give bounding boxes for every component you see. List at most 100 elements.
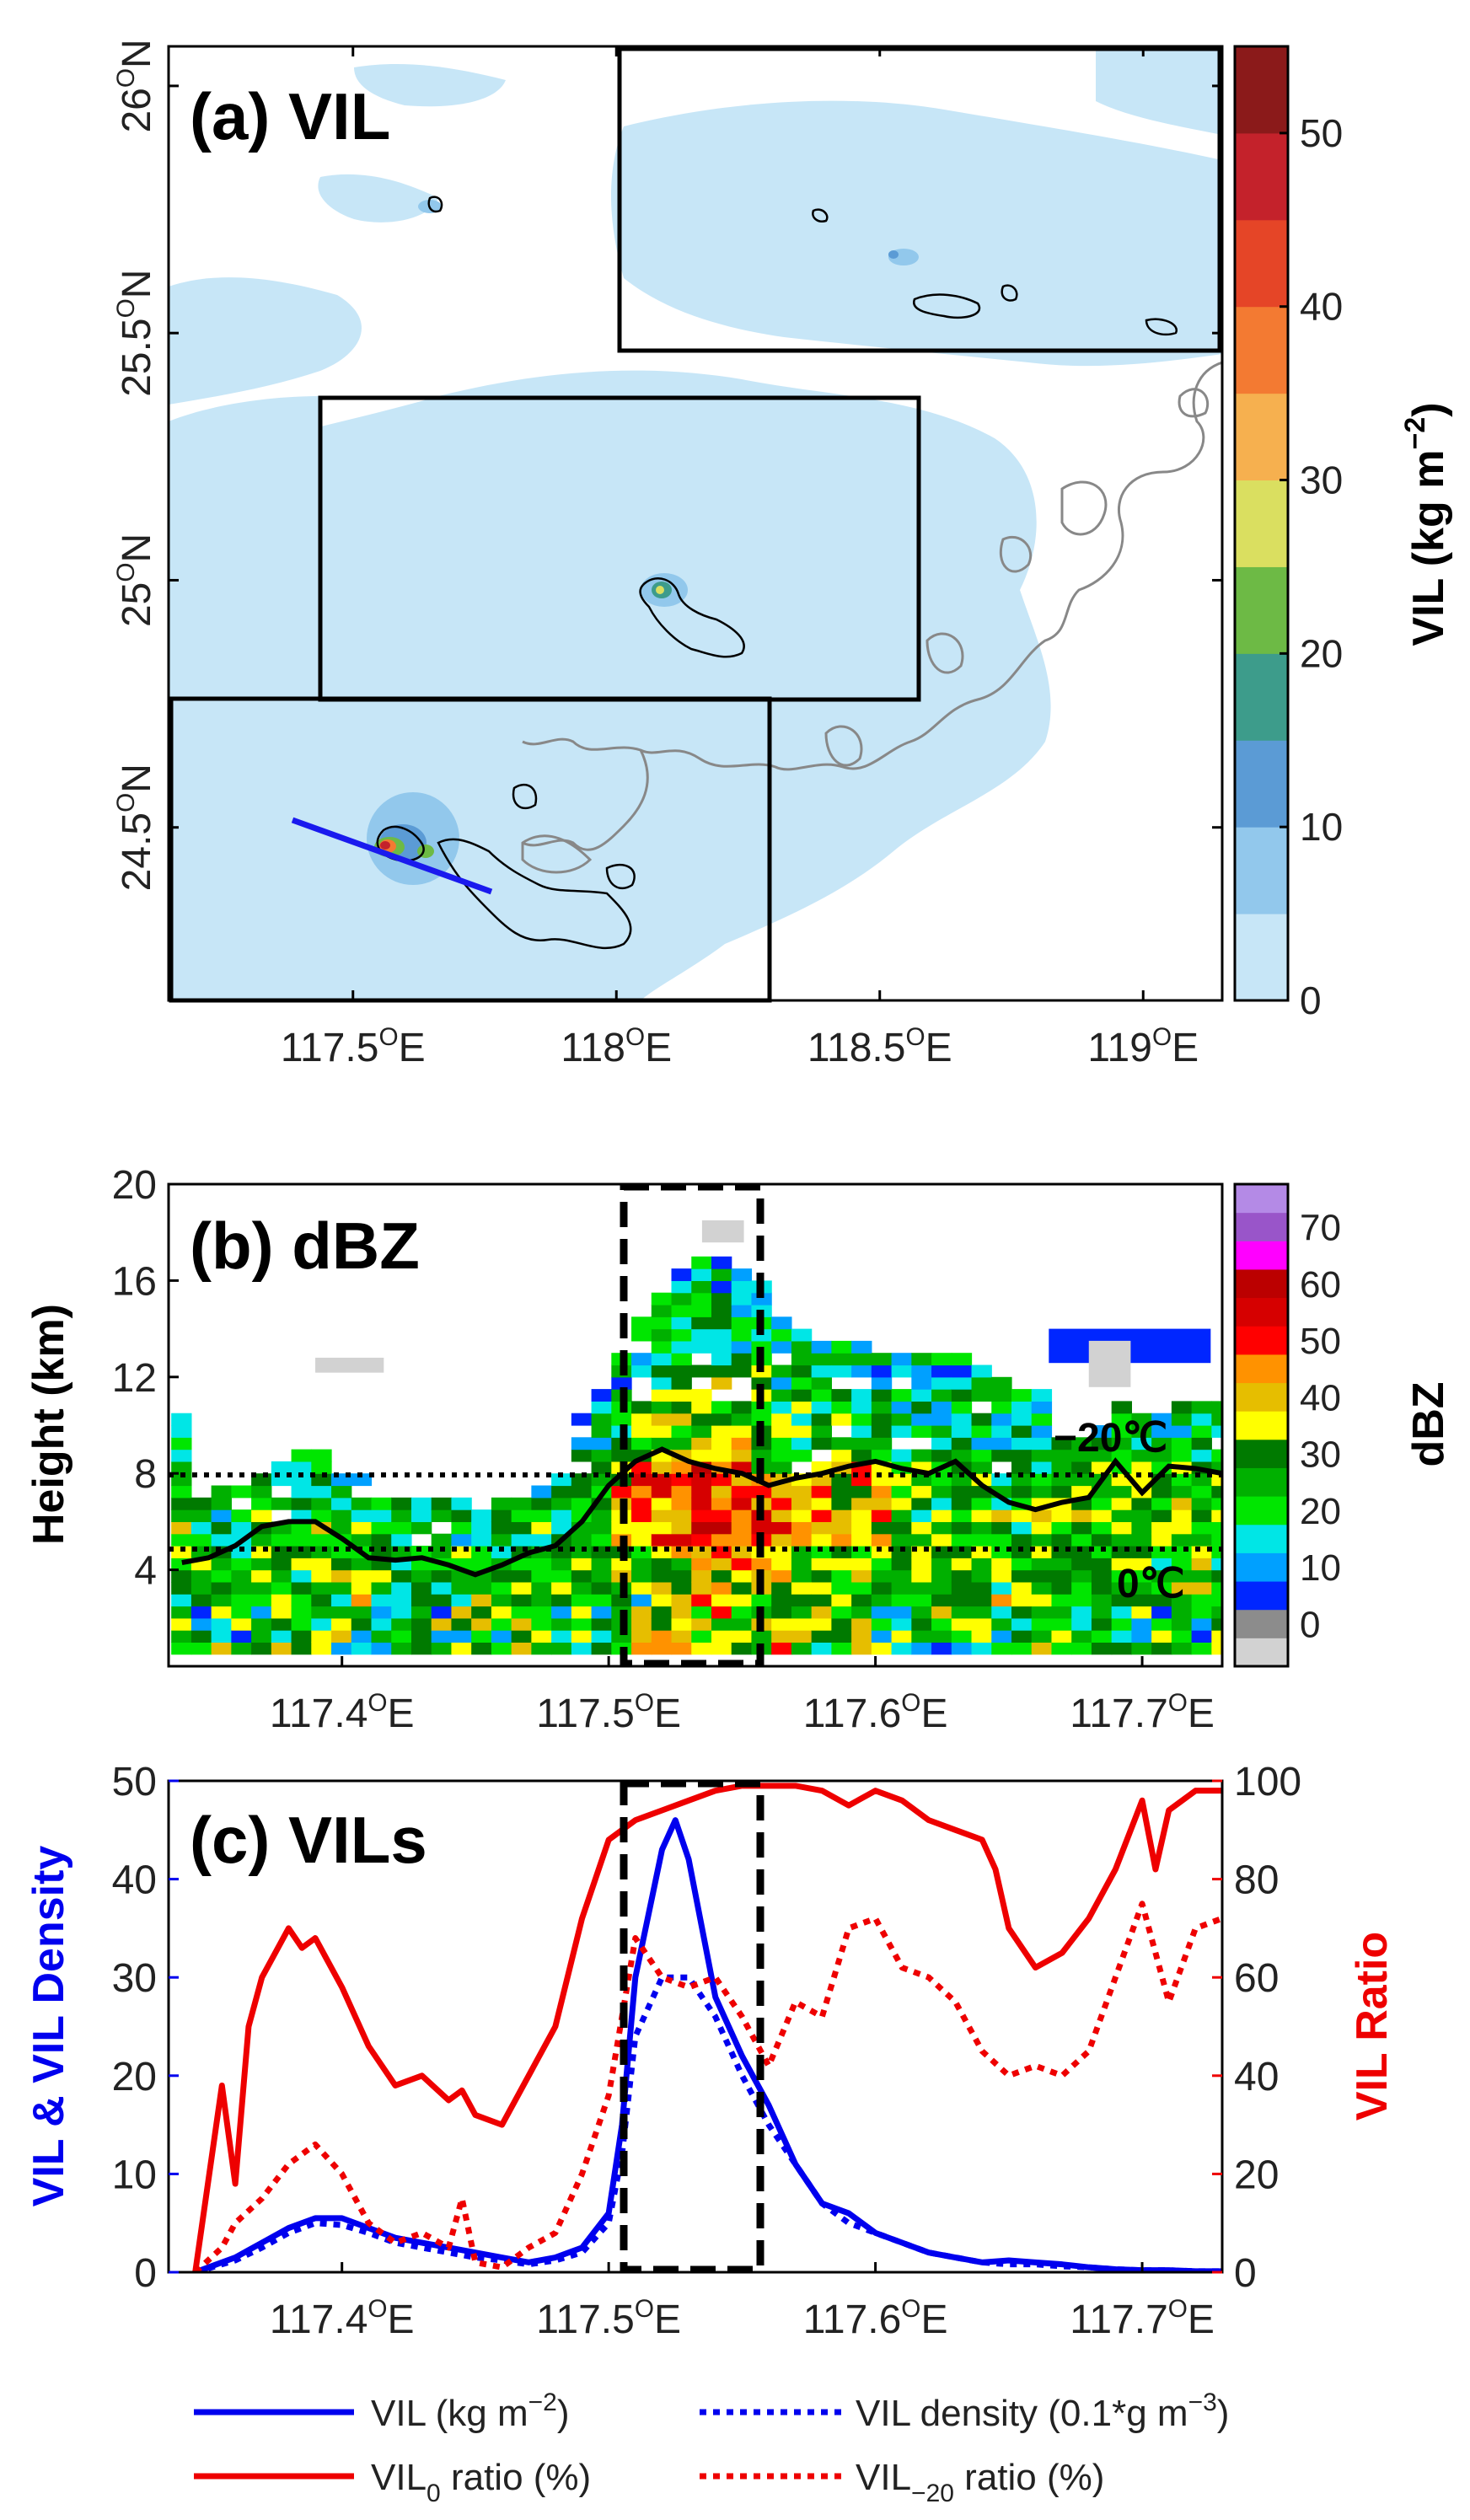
- dbz-cell: [631, 1546, 652, 1558]
- dbz-cell: [591, 1425, 612, 1438]
- dbz-cell: [571, 1642, 593, 1655]
- dbz-cell: [1091, 1546, 1113, 1558]
- dbz-cell: [1171, 1425, 1193, 1438]
- dbz-cell: [1071, 1606, 1092, 1619]
- dbz-cell: [951, 1606, 973, 1619]
- dbz-cell: [431, 1546, 453, 1558]
- dbz-cell: [1211, 1630, 1222, 1643]
- dbz-cell: [1151, 1630, 1172, 1643]
- dbz-cell: [1151, 1533, 1172, 1547]
- vil-cell-central-core: [656, 586, 664, 594]
- panel-c-title: (c) VILs: [190, 1803, 427, 1877]
- dbz-cell: [451, 1497, 472, 1510]
- dbz-cell: [1051, 1569, 1072, 1583]
- dbz-cell: [951, 1594, 973, 1607]
- dbz-cell: [231, 1630, 252, 1643]
- dbz-cell: [211, 1630, 232, 1643]
- dbz-cell: [951, 1365, 973, 1378]
- dbz-cell: [451, 1606, 472, 1619]
- dbz-cell: [971, 1449, 992, 1462]
- dbz-cell: [971, 1606, 992, 1619]
- dbz-cell: [771, 1389, 792, 1402]
- dbz-cell: [1091, 1425, 1113, 1438]
- dbz-cell: [691, 1521, 712, 1535]
- dbz-cell: [791, 1449, 813, 1462]
- a-xtick-label: 118.5OE: [807, 1023, 952, 1070]
- dbz-cell: [731, 1642, 753, 1655]
- dbz-cell: [791, 1413, 813, 1426]
- dbz-cell: [711, 1642, 732, 1655]
- dbz-cell: [491, 1630, 512, 1643]
- dbz-cell: [991, 1401, 1012, 1414]
- dbz-cell: [511, 1617, 532, 1631]
- dbz-cell: [891, 1509, 912, 1522]
- dbz-cell: [1211, 1497, 1222, 1510]
- dbz-cell: [1091, 1581, 1113, 1595]
- dbz-cell: [931, 1581, 952, 1595]
- dbz-cell: [731, 1437, 753, 1450]
- dbz-cell: [931, 1425, 952, 1438]
- dbz-cell: [1211, 1449, 1222, 1462]
- dbz-cell: [591, 1533, 612, 1547]
- dbz-cell: [791, 1558, 813, 1571]
- dbz-cell: [611, 1376, 632, 1390]
- dbz-cell: [891, 1485, 912, 1499]
- b-colorbar-swatch: [1235, 1268, 1288, 1299]
- dbz-cell: [331, 1581, 352, 1595]
- dbz-cell: [171, 1437, 192, 1450]
- dbz-cell: [891, 1558, 912, 1571]
- dbz-cell: [651, 1581, 673, 1595]
- dbz-cell: [791, 1328, 813, 1342]
- dbz-cell: [971, 1630, 992, 1643]
- contour-south: [376, 783, 636, 950]
- dbz-cell: [891, 1473, 912, 1487]
- dbz-cell: [351, 1509, 373, 1522]
- dbz-cell: [931, 1497, 952, 1510]
- b-colorbar-tick-label: 40: [1300, 1377, 1341, 1418]
- panel-c: 0 10 20 30 40 50 0 20 40 60 80 100 117.4OE 117.5OE 117…: [24, 1760, 1397, 2342]
- dbz-cell: [171, 1606, 192, 1619]
- dbz-cell: [711, 1569, 732, 1583]
- dbz-cell: [791, 1437, 813, 1450]
- dbz-cell: [551, 1581, 572, 1595]
- dbz-cell: [911, 1594, 932, 1607]
- dbz-cell: [591, 1401, 612, 1414]
- dbz-cell: [551, 1594, 572, 1607]
- dbz-cell: [971, 1413, 992, 1426]
- dbz-cell: [871, 1617, 893, 1631]
- dbz-cell: [791, 1497, 813, 1510]
- dbz-cell: [631, 1521, 652, 1535]
- dbz-cell: [651, 1340, 673, 1354]
- dbz-cell: [911, 1485, 932, 1499]
- dbz-cell: [851, 1594, 872, 1607]
- dbz-cell: [931, 1353, 952, 1366]
- dbz-cell: [851, 1365, 872, 1378]
- dbz-cell: [631, 1365, 652, 1378]
- dbz-cell: [931, 1485, 952, 1499]
- b-colorbar-swatch: [1235, 1411, 1288, 1440]
- b-ytick-label: 20: [112, 1163, 157, 1208]
- dbz-cell: [691, 1389, 712, 1402]
- dbz-cell: [451, 1521, 472, 1535]
- b-colorbar-tick-label: 0: [1300, 1605, 1320, 1646]
- dbz-cell: [991, 1630, 1012, 1643]
- dbz-cell: [571, 1497, 593, 1510]
- dbz-cell: [1171, 1413, 1193, 1426]
- dbz-cell: [311, 1617, 332, 1631]
- dbz-cell: [1191, 1533, 1212, 1547]
- dbz-cell: [951, 1437, 973, 1450]
- dbz-cell: [471, 1509, 492, 1522]
- dbz-cell: [951, 1473, 973, 1487]
- dbz-cell: [911, 1376, 932, 1390]
- dbz-cell: [671, 1268, 692, 1281]
- dbz-cell: [291, 1461, 312, 1474]
- b-colorbar-tick-label: 30: [1300, 1434, 1341, 1476]
- dbz-cell: [1051, 1509, 1072, 1522]
- vil0-ratio-line: [192, 1783, 1222, 2272]
- dbz-cell: [1211, 1642, 1222, 1655]
- dbz-cell: [1191, 1617, 1212, 1631]
- dbz-cell: [651, 1558, 673, 1571]
- dbz-cell: [691, 1594, 712, 1607]
- dbz-cell: [711, 1449, 732, 1462]
- dbz-cell: [631, 1425, 652, 1438]
